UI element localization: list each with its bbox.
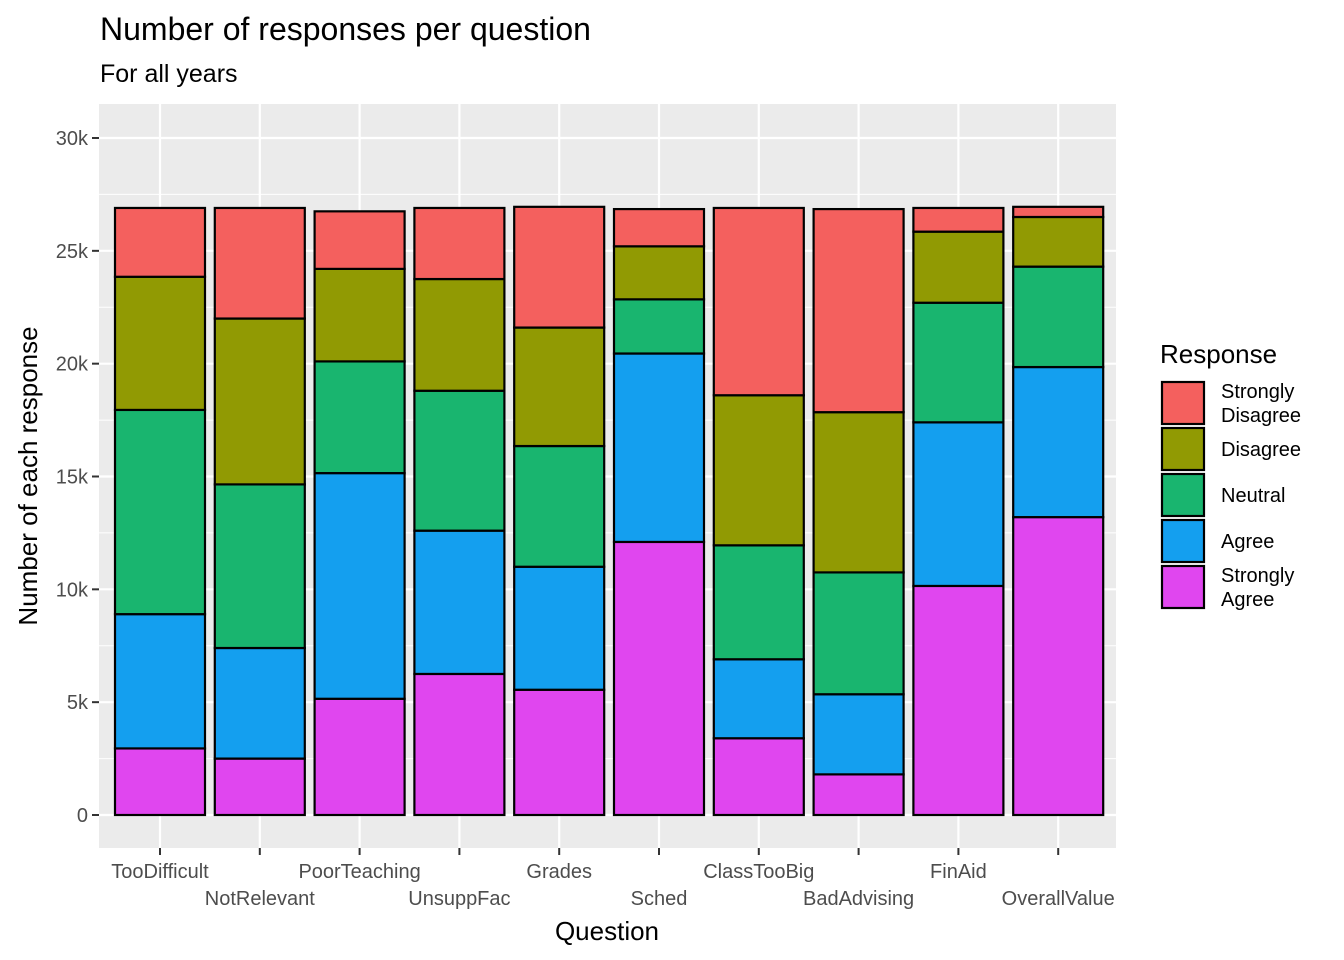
- legend-key: [1160, 472, 1206, 518]
- bar-segment: [812, 693, 905, 776]
- bar-segment: [612, 540, 706, 817]
- bar-segment: [912, 584, 1005, 817]
- x-tick-label: OverallValue: [1002, 888, 1115, 910]
- y-tick-label: 0: [77, 805, 88, 827]
- bar-segment: [513, 688, 606, 817]
- legend-label: Neutral: [1221, 485, 1285, 507]
- bar-segment: [113, 747, 207, 817]
- legend-key: [1160, 380, 1206, 426]
- y-tick-label: 5k: [67, 692, 89, 714]
- bar-segment: [712, 737, 805, 817]
- bar-segment: [1012, 205, 1105, 219]
- x-tick-label: TooDifficult: [111, 861, 209, 883]
- legend-key: [1160, 426, 1206, 472]
- x-tick-label: PoorTeaching: [298, 861, 420, 883]
- bar-segment: [1012, 265, 1105, 369]
- bar-segment: [513, 444, 606, 568]
- legend-label: Disagree: [1221, 405, 1301, 427]
- bar-segment: [313, 697, 406, 817]
- x-axis-label: Question: [555, 916, 659, 946]
- bar-segment: [413, 529, 506, 676]
- bar-segment: [413, 206, 506, 281]
- bar-segment: [1012, 365, 1105, 519]
- y-axis: 0 5k 10k 15k 20k 25k 30k: [56, 128, 99, 827]
- bar-segment: [1012, 215, 1105, 268]
- bar-segment: [912, 230, 1005, 304]
- bar-segment: [712, 658, 805, 740]
- bar-segment: [113, 613, 207, 750]
- bar-segment: [513, 205, 606, 329]
- bar-segment: [213, 757, 306, 817]
- y-axis-label: Number of each response: [13, 326, 43, 625]
- y-tick-label: 30k: [56, 128, 89, 150]
- bar-segment: [712, 394, 805, 547]
- bar-segment: [113, 408, 207, 616]
- x-tick-label: BadAdvising: [803, 888, 914, 910]
- bar-segment: [313, 472, 406, 700]
- bar-segment: [413, 277, 506, 392]
- bar-segment: [513, 565, 606, 691]
- bar-segment: [912, 421, 1005, 588]
- x-tick-label: Grades: [526, 861, 592, 883]
- bar-segment: [912, 206, 1005, 233]
- bar-segment: [213, 646, 306, 760]
- y-tick-label: 25k: [56, 241, 89, 263]
- bars: [113, 205, 1105, 817]
- legend-title: Response: [1160, 339, 1277, 369]
- y-tick-label: 20k: [56, 354, 89, 376]
- bar-segment: [313, 267, 406, 363]
- legend-label: Strongly: [1221, 381, 1294, 403]
- legend: Response StronglyDisagreeDisagreeNeutral…: [1160, 339, 1301, 611]
- bar-segment: [1012, 516, 1105, 817]
- bar-segment: [712, 544, 805, 661]
- chart-title: Number of responses per question: [100, 11, 591, 47]
- bar-segment: [612, 207, 706, 248]
- legend-label: Strongly: [1221, 565, 1294, 587]
- bar-segment: [213, 483, 306, 650]
- x-tick-label: FinAid: [930, 861, 987, 883]
- bar-segment: [313, 210, 406, 270]
- bar-segment: [213, 317, 306, 486]
- bar-segment: [313, 360, 406, 475]
- x-tick-label: Sched: [631, 888, 688, 910]
- bar-segment: [812, 411, 905, 574]
- bar-segment: [612, 298, 706, 355]
- bar-segment: [113, 275, 207, 412]
- x-tick-label: NotRelevant: [205, 888, 316, 910]
- chart-subtitle: For all years: [100, 60, 238, 88]
- bar-segment: [612, 245, 706, 301]
- y-tick-label: 15k: [56, 467, 89, 489]
- bar-segment: [413, 672, 506, 817]
- x-axis: TooDifficult NotRelevant PoorTeaching Unsup…: [111, 848, 1115, 910]
- bar-segment: [712, 206, 805, 397]
- bar-segment: [413, 389, 506, 532]
- bar-segment: [213, 206, 306, 320]
- x-tick-label: UnsuppFac: [408, 888, 510, 910]
- legend-key: [1160, 518, 1206, 564]
- legend-label: Disagree: [1221, 439, 1301, 461]
- bar-segment: [612, 352, 706, 544]
- bar-segment: [912, 301, 1005, 424]
- bar-segment: [113, 206, 207, 278]
- legend-label: Agree: [1221, 531, 1274, 553]
- legend-label: Agree: [1221, 589, 1274, 611]
- bar-segment: [513, 326, 606, 448]
- x-tick-label: ClassTooBig: [703, 861, 814, 883]
- bar-segment: [812, 571, 905, 696]
- bar-segment: [812, 773, 905, 817]
- bar-segment: [812, 207, 905, 414]
- y-tick-label: 10k: [56, 579, 89, 601]
- legend-key: [1160, 564, 1206, 610]
